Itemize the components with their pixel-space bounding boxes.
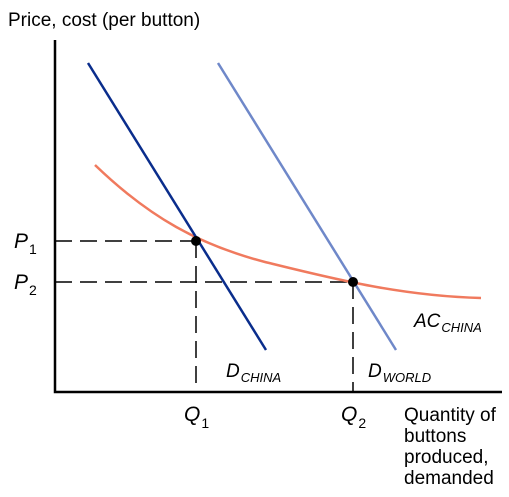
d-world-curve [216, 62, 398, 351]
d-china-label-sub: CHINA [241, 370, 281, 385]
d-china-curve [86, 62, 268, 351]
ac-china-label-main: AC [413, 311, 441, 332]
q1-label: Q1 [184, 403, 209, 431]
guide-lines [55, 240, 354, 392]
q2-label-sub: 2 [358, 415, 366, 431]
equilibrium-point-1 [191, 236, 201, 246]
equilibrium-point-2 [348, 277, 358, 287]
p2-label-main: P [14, 271, 28, 294]
p1-label-main: P [14, 230, 28, 253]
d-world-label: DWORLD [368, 361, 431, 385]
ac-china-label-sub: CHINA [441, 320, 481, 335]
ac-china-label: ACCHINA [413, 311, 482, 335]
q1-label-sub: 1 [201, 415, 209, 431]
p1-label: P1 [14, 230, 37, 257]
p2-label-sub: 2 [29, 282, 37, 298]
d-world-label-sub: WORLD [383, 370, 431, 385]
x-axis-title: Quantity of buttons produced, demanded [404, 405, 496, 489]
q2-label: Q2 [341, 403, 366, 431]
p1-label-sub: 1 [29, 241, 37, 257]
y-axis-title: Price, cost (per button) [8, 10, 200, 31]
d-china-label-main: D [226, 361, 240, 382]
d-china-label: DCHINA [226, 361, 281, 385]
d-world-label-main: D [368, 361, 382, 382]
q1-label-main: Q [184, 403, 200, 426]
ac-china-curve [94, 164, 482, 300]
q2-label-main: Q [341, 403, 357, 426]
p2-label: P2 [14, 271, 37, 298]
axes [53, 40, 502, 394]
